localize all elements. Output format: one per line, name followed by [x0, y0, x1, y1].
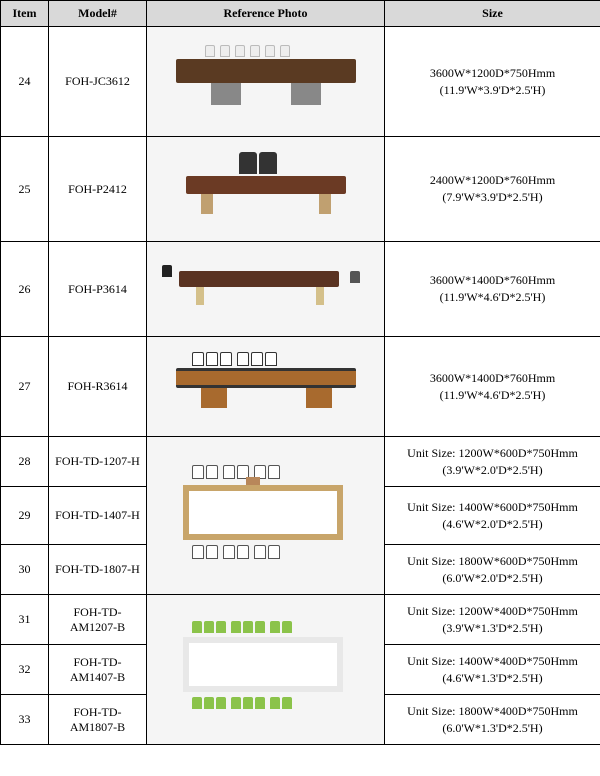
size-line-2: (6.0'W*1.3'D*2.5'H) [387, 720, 598, 737]
cell-model: FOH-TD-1207-H [49, 437, 147, 487]
table-row: 28FOH-TD-1207-H Unit Size: 1200W*600D*75… [1, 437, 600, 487]
cell-model: FOH-R3614 [49, 337, 147, 437]
product-image-placeholder [149, 45, 382, 119]
product-image-placeholder [149, 152, 382, 226]
header-model: Model# [49, 1, 147, 27]
cell-model: FOH-TD-AM1407-B [49, 645, 147, 695]
cell-model: FOH-TD-1807-H [49, 545, 147, 595]
cell-model: FOH-TD-AM1207-B [49, 595, 147, 645]
cell-model: FOH-JC3612 [49, 27, 147, 137]
cell-size: Unit Size: 1200W*400D*750Hmm(3.9'W*1.3'D… [385, 595, 600, 645]
cell-item: 29 [1, 487, 49, 545]
cell-model: FOH-P3614 [49, 242, 147, 337]
size-line-2: (3.9'W*2.0'D*2.5'H) [387, 462, 598, 479]
size-line-2: (6.0'W*2.0'D*2.5'H) [387, 570, 598, 587]
cell-photo [147, 595, 385, 745]
cell-size: Unit Size: 1800W*600D*750Hmm(6.0'W*2.0'D… [385, 545, 600, 595]
cell-model: FOH-TD-AM1807-B [49, 695, 147, 745]
cell-size: 3600W*1400D*760Hmm(11.9'W*4.6'D*2.5'H) [385, 242, 600, 337]
size-line-2: (4.6'W*1.3'D*2.5'H) [387, 670, 598, 687]
size-line-2: (11.9'W*4.6'D*2.5'H) [387, 387, 598, 404]
product-image-placeholder [149, 352, 382, 421]
table-row: 24FOH-JC3612 3600W*1200D*750Hmm(11.9'W*3… [1, 27, 600, 137]
cell-photo [147, 437, 385, 595]
size-line-1: Unit Size: 1200W*400D*750Hmm [387, 603, 598, 620]
cell-size: Unit Size: 1800W*400D*750Hmm(6.0'W*1.3'D… [385, 695, 600, 745]
size-line-2: (11.9'W*4.6'D*2.5'H) [387, 289, 598, 306]
cell-size: 3600W*1400D*760Hmm(11.9'W*4.6'D*2.5'H) [385, 337, 600, 437]
cell-size: Unit Size: 1400W*600D*750Hmm(4.6'W*2.0'D… [385, 487, 600, 545]
cell-photo [147, 337, 385, 437]
table-row: 26FOH-P3614 3600W*1400D*760Hmm(11.9'W*4.… [1, 242, 600, 337]
size-line-1: Unit Size: 1800W*400D*750Hmm [387, 703, 598, 720]
cell-photo [147, 27, 385, 137]
product-image-placeholder [149, 257, 382, 321]
cell-item: 28 [1, 437, 49, 487]
cell-model: FOH-P2412 [49, 137, 147, 242]
cell-item: 25 [1, 137, 49, 242]
cell-photo [147, 137, 385, 242]
cell-item: 32 [1, 645, 49, 695]
cell-item: 30 [1, 545, 49, 595]
cell-model: FOH-TD-1407-H [49, 487, 147, 545]
header-row: Item Model# Reference Photo Size [1, 1, 600, 27]
cell-item: 33 [1, 695, 49, 745]
cell-item: 31 [1, 595, 49, 645]
cell-size: Unit Size: 1200W*600D*750Hmm(3.9'W*2.0'D… [385, 437, 600, 487]
size-line-1: Unit Size: 1200W*600D*750Hmm [387, 445, 598, 462]
size-line-1: 3600W*1400D*760Hmm [387, 370, 598, 387]
header-item: Item [1, 1, 49, 27]
cell-item: 24 [1, 27, 49, 137]
table-row: 31FOH-TD-AM1207-B Unit Size: 1200W*400D*… [1, 595, 600, 645]
cell-size: 2400W*1200D*760Hmm(7.9'W*3.9'D*2.5'H) [385, 137, 600, 242]
product-table: Item Model# Reference Photo Size 24FOH-J… [0, 0, 600, 745]
table-row: 27FOH-R3614 3600W*1400D*760Hmm(11.9'W*4.… [1, 337, 600, 437]
size-line-2: (4.6'W*2.0'D*2.5'H) [387, 516, 598, 533]
size-line-1: Unit Size: 1800W*600D*750Hmm [387, 553, 598, 570]
header-photo: Reference Photo [147, 1, 385, 27]
header-size: Size [385, 1, 600, 27]
cell-size: 3600W*1200D*750Hmm(11.9'W*3.9'D*2.5'H) [385, 27, 600, 137]
size-line-1: Unit Size: 1400W*600D*750Hmm [387, 499, 598, 516]
cell-item: 27 [1, 337, 49, 437]
size-line-1: 2400W*1200D*760Hmm [387, 172, 598, 189]
cell-item: 26 [1, 242, 49, 337]
size-line-1: Unit Size: 1400W*400D*750Hmm [387, 653, 598, 670]
size-line-2: (11.9'W*3.9'D*2.5'H) [387, 82, 598, 99]
size-line-1: 3600W*1200D*750Hmm [387, 65, 598, 82]
size-line-2: (3.9'W*1.3'D*2.5'H) [387, 620, 598, 637]
size-line-2: (7.9'W*3.9'D*2.5'H) [387, 189, 598, 206]
cell-photo [147, 242, 385, 337]
product-image-placeholder [149, 613, 382, 727]
product-image-placeholder [149, 459, 382, 573]
table-row: 25FOH-P2412 2400W*1200D*760Hmm(7.9'W*3.9… [1, 137, 600, 242]
size-line-1: 3600W*1400D*760Hmm [387, 272, 598, 289]
cell-size: Unit Size: 1400W*400D*750Hmm(4.6'W*1.3'D… [385, 645, 600, 695]
